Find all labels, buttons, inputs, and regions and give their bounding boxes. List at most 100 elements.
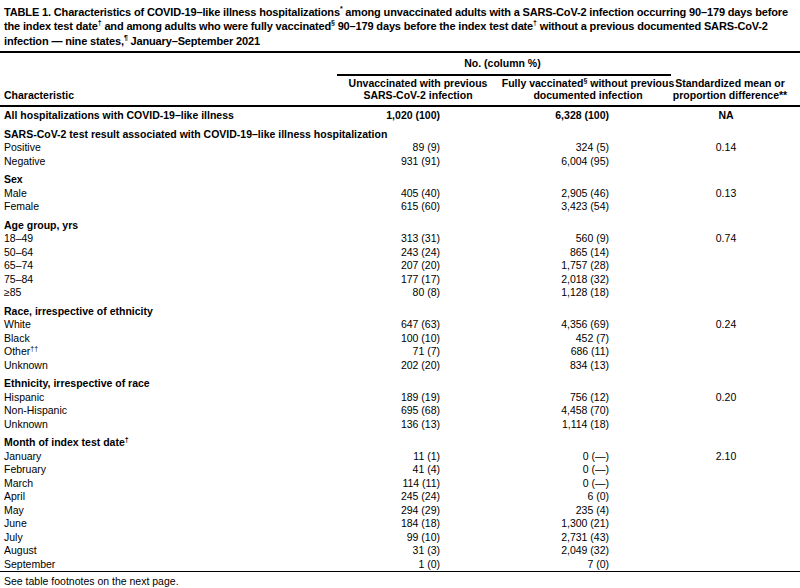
characteristic-label: ≥85 [4, 286, 21, 298]
vaccinated-count-cell: 1,128 (18) [445, 286, 614, 300]
footnote-marker: †† [30, 345, 38, 352]
title-text: 90–179 days before the index test date [335, 20, 533, 32]
characteristic-label: Black [4, 332, 30, 344]
characteristic-label: Female [4, 200, 39, 212]
table-row: May294 (29)235 (4) [0, 504, 800, 518]
characteristic-label: July [4, 531, 23, 543]
table-row: March114 (11)0 (—) [0, 477, 800, 491]
characteristic-label: May [4, 504, 24, 516]
smd-cell [614, 558, 792, 572]
characteristic-cell: August [0, 544, 331, 558]
spanner-header: No. (column %) [335, 57, 670, 69]
table-row: Other††71 (7)686 (11) [0, 345, 800, 359]
characteristic-label: August [4, 544, 37, 556]
smd-cell [614, 332, 792, 346]
column-header-characteristic: Characteristic [4, 89, 74, 101]
vaccinated-count-cell: 560 (9) [445, 232, 614, 246]
characteristic-label: Sex [4, 173, 23, 185]
table-row: Non-Hispanic695 (68)4,458 (70) [0, 404, 800, 418]
unvaccinated-count-cell: 931 (91) [331, 155, 445, 169]
table-row: All hospitalizations with COVID-19–like … [0, 109, 800, 123]
vaccinated-count-cell: 686 (11) [445, 345, 614, 359]
characteristic-label: Age group, yrs [4, 219, 78, 231]
unvaccinated-count-cell: 100 (10) [331, 332, 445, 346]
table-row: Hispanic189 (19)756 (12)0.20 [0, 391, 800, 405]
title-text: TABLE 1. Characteristics of COVID-19–lik… [4, 6, 340, 18]
vaccinated-count-cell: 2,905 (46) [445, 187, 614, 201]
smd-cell: 0.24 [614, 318, 792, 332]
section-header-row: Sex [0, 168, 800, 187]
unvaccinated-count-cell: 245 (24) [331, 490, 445, 504]
table-title: TABLE 1. Characteristics of COVID-19–lik… [0, 0, 800, 48]
characteristic-cell: ≥85 [0, 286, 331, 300]
characteristic-label: Ethnicity, irrespective of race [4, 377, 150, 389]
footnote-reference: See table footnotes on the next page. [0, 572, 800, 587]
table-header: No. (column %) Characteristic Unvaccinat… [0, 53, 800, 105]
vaccinated-count-cell: 4,356 (69) [445, 318, 614, 332]
table-row: Male405 (40)2,905 (46)0.13 [0, 187, 800, 201]
smd-cell: 0.74 [614, 232, 792, 246]
unvaccinated-count-cell: 405 (40) [331, 187, 445, 201]
characteristic-label: White [4, 318, 31, 330]
characteristic-label: 65–74 [4, 259, 33, 271]
unvaccinated-count-cell: 99 (10) [331, 531, 445, 545]
characteristic-cell: April [0, 490, 331, 504]
unvaccinated-count-cell: 202 (20) [331, 359, 445, 373]
section-header-row: Age group, yrs [0, 214, 800, 233]
unvaccinated-count-cell: 41 (4) [331, 463, 445, 477]
characteristic-label: SARS-CoV-2 test result associated with C… [4, 128, 387, 140]
table-row: Female615 (60)3,423 (54) [0, 200, 800, 214]
characteristic-label: All hospitalizations with COVID-19–like … [4, 109, 234, 121]
vaccinated-count-cell: 452 (7) [445, 332, 614, 346]
unvaccinated-count-cell: 647 (63) [331, 318, 445, 332]
characteristic-label: Other [4, 345, 30, 357]
vaccinated-count-cell: 0 (—) [445, 450, 614, 464]
smd-cell: 2.10 [614, 450, 792, 464]
vaccinated-count-cell: 6,328 (100) [445, 109, 614, 123]
smd-cell [614, 359, 792, 373]
characteristic-cell: Sex [0, 173, 23, 187]
characteristic-cell: Other†† [0, 345, 331, 359]
characteristic-label: February [4, 463, 46, 475]
table-row: Negative931 (91)6,004 (95) [0, 155, 800, 169]
characteristic-cell: May [0, 504, 331, 518]
vaccinated-count-cell: 3,423 (54) [445, 200, 614, 214]
vaccinated-count-cell: 1,757 (28) [445, 259, 614, 273]
smd-cell [614, 504, 792, 518]
vaccinated-count-cell: 4,458 (70) [445, 404, 614, 418]
vaccinated-count-cell: 1,300 (21) [445, 517, 614, 531]
unvaccinated-count-cell: 71 (7) [331, 345, 445, 359]
unvaccinated-count-cell: 189 (19) [331, 391, 445, 405]
characteristic-cell: February [0, 463, 331, 477]
vaccinated-count-cell: 324 (5) [445, 141, 614, 155]
table-row: January11 (1)0 (—)2.10 [0, 450, 800, 464]
characteristic-label: Unknown [4, 418, 48, 430]
table-row: Positive89 (9)324 (5)0.14 [0, 141, 800, 155]
section-header-row: Ethnicity, irrespective of race [0, 372, 800, 391]
unvaccinated-count-cell: 177 (17) [331, 273, 445, 287]
characteristic-cell: Ethnicity, irrespective of race [0, 377, 150, 391]
characteristic-label: 18–49 [4, 232, 33, 244]
vaccinated-count-cell: 0 (—) [445, 477, 614, 491]
vaccinated-count-cell: 2,049 (32) [445, 544, 614, 558]
table-row: Black 100 (10)452 (7) [0, 332, 800, 346]
characteristic-cell: Month of index test date† [0, 436, 129, 450]
unvaccinated-count-cell: 11 (1) [331, 450, 445, 464]
unvaccinated-count-cell: 1 (0) [331, 558, 445, 572]
characteristic-label: Race, irrespective of ethnicity [4, 305, 153, 317]
characteristic-label: Positive [4, 141, 41, 153]
unvaccinated-count-cell: 89 (9) [331, 141, 445, 155]
vaccinated-count-cell: 2,731 (43) [445, 531, 614, 545]
characteristic-cell: 50–64 [0, 246, 331, 260]
vaccinated-count-cell: 834 (13) [445, 359, 614, 373]
table-row: April245 (24)6 (0) [0, 490, 800, 504]
smd-cell [614, 477, 792, 491]
unvaccinated-count-cell: 184 (18) [331, 517, 445, 531]
unvaccinated-count-cell: 136 (13) [331, 418, 445, 432]
vaccinated-count-cell: 235 (4) [445, 504, 614, 518]
column-header-smd: Standardized mean or proportion differen… [664, 78, 796, 101]
vaccinated-count-cell: 756 (12) [445, 391, 614, 405]
table-page: TABLE 1. Characteristics of COVID-19–lik… [0, 0, 800, 588]
characteristic-label: Hispanic [4, 391, 44, 403]
characteristic-cell: September [0, 558, 331, 572]
